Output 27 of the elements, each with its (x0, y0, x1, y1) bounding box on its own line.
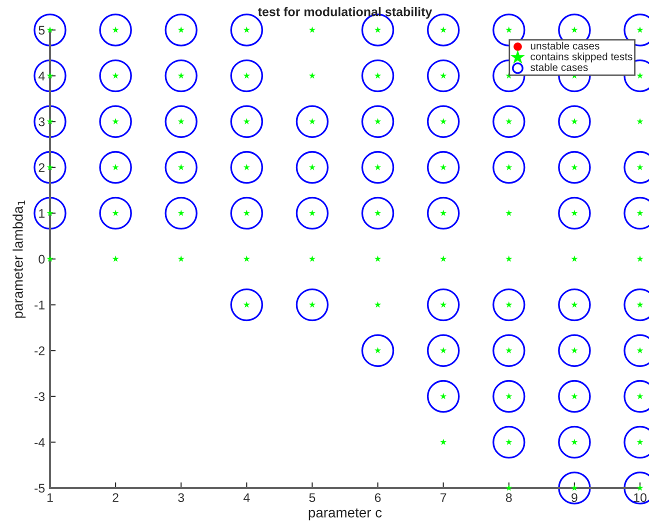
y-tick-label: 1 (39, 209, 45, 218)
y-tick-label: -3 (34, 392, 45, 402)
y-tick-label: 5 (38, 26, 45, 35)
chart-title: test for modulational stability (258, 7, 432, 19)
legend-label: unstable cases (530, 42, 600, 50)
y-tick-label: 3 (38, 117, 45, 126)
x-tick-label: 2 (112, 493, 118, 502)
y-tick-label: 4 (38, 72, 45, 80)
x-tick-label: 9 (572, 493, 578, 502)
x-tick-label: 5 (309, 493, 316, 502)
y-tick-label: -2 (34, 346, 45, 356)
legend-label: stable cases (530, 63, 588, 72)
legend-label: contains skipped tests (530, 52, 632, 62)
y-tick-label: -5 (34, 484, 45, 493)
x-tick-label: 4 (243, 493, 250, 502)
y-tick-label: 0 (38, 254, 45, 264)
x-axis-title: parameter c (308, 508, 382, 520)
y-axis-title: parameter lambda$_{1}$ (12, 200, 26, 318)
x-tick-label: 6 (374, 493, 381, 502)
x-tick-label: 7 (440, 493, 446, 502)
x-tick-label: 3 (178, 493, 184, 502)
x-tick-label: 1 (47, 493, 53, 502)
y-tick-label: -4 (34, 438, 45, 447)
y-tick-label: 2 (38, 163, 45, 172)
x-tick-label: 10 (634, 493, 646, 502)
x-tick-label: 8 (506, 493, 512, 502)
y-tick-label: -1 (34, 300, 45, 310)
